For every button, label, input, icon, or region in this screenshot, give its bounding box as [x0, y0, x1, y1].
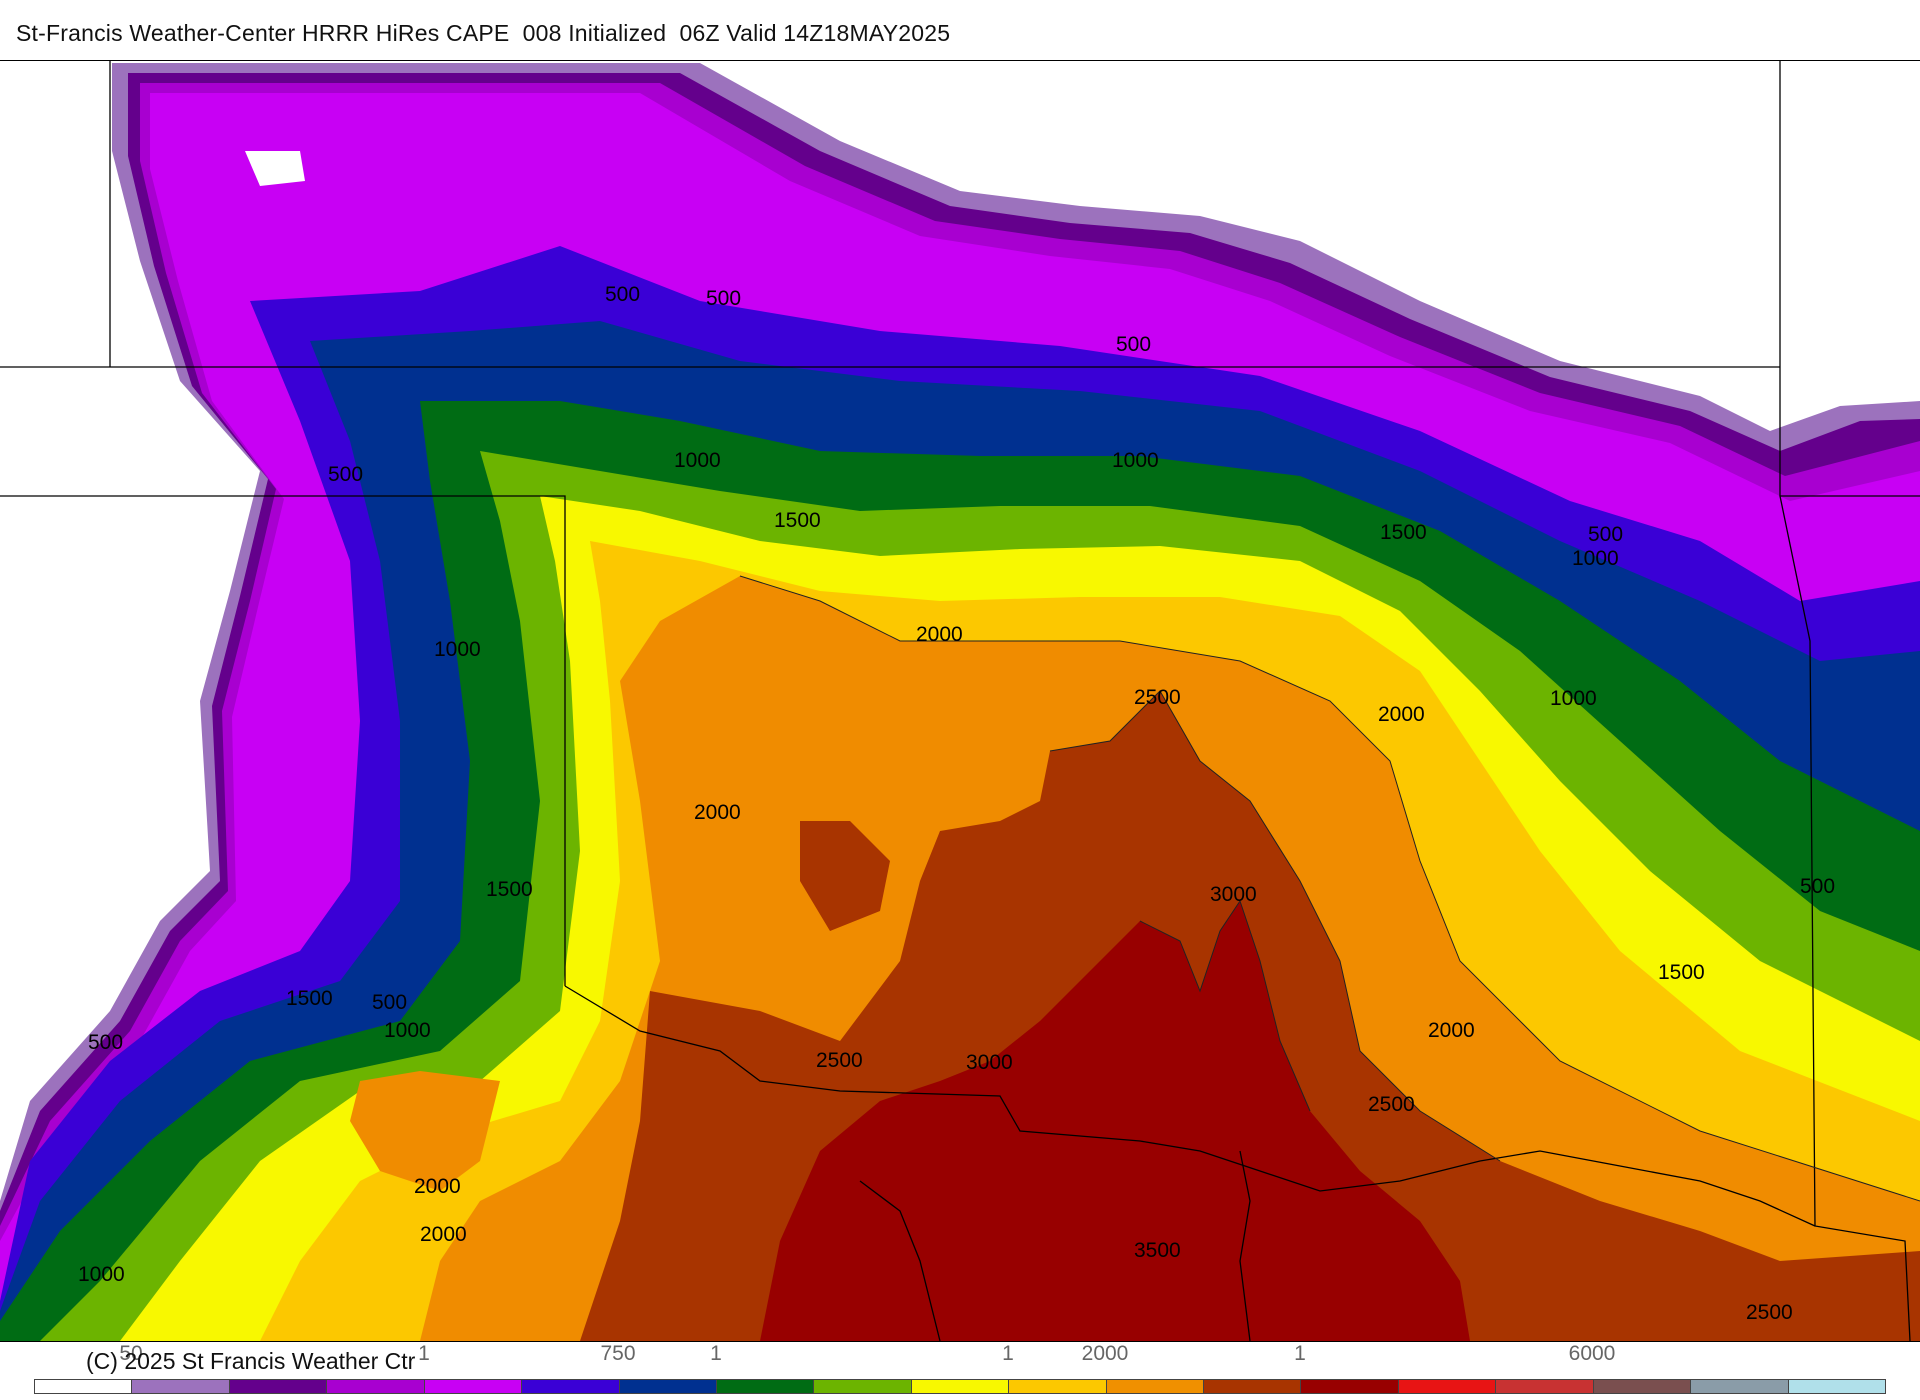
colorbar	[34, 1379, 1886, 1394]
colorbar-swatch	[1398, 1380, 1497, 1393]
contour-label: 2000	[414, 1175, 461, 1198]
cape-band-3000	[760, 901, 1470, 1341]
contour-label: 1500	[486, 878, 533, 901]
legend-tick-label: 750	[600, 1342, 636, 1365]
legend-tick-label: 1	[1294, 1342, 1306, 1365]
contour-label: 500	[328, 463, 363, 486]
cape-pocket-2500-west	[800, 821, 890, 931]
contour-label: 2500	[1368, 1093, 1415, 1116]
contour-label: 2500	[1746, 1301, 1793, 1324]
cape-pocket-2250-southwest	[350, 1071, 500, 1191]
colorbar-swatch	[1788, 1380, 1886, 1393]
legend-ticks: 50 1 750 1 1 2000 1 6000	[0, 1340, 1920, 1365]
contour-lines	[739, 575, 1920, 1202]
colorbar-swatch	[522, 1380, 620, 1393]
contour-label: 1000	[384, 1019, 431, 1042]
colorbar-swatch	[814, 1380, 912, 1393]
contour-label: 1000	[1572, 547, 1619, 570]
contour-label: 1000	[1550, 687, 1597, 710]
cape-map-svg: 500 500 500 500 500 500 500 500 1000 100…	[0, 61, 1920, 1341]
legend-tick-label: 1	[710, 1342, 722, 1365]
colorbar-swatch	[1691, 1380, 1789, 1393]
contour-label: 1500	[1658, 961, 1705, 984]
contour-label: 3000	[1210, 883, 1257, 906]
colorbar-swatch	[1496, 1380, 1594, 1393]
contour-label: 2000	[916, 623, 963, 646]
contour-label: 1000	[1112, 449, 1159, 472]
cape-map: 500 500 500 500 500 500 500 500 1000 100…	[0, 60, 1920, 1342]
contour-label: 500	[1800, 875, 1835, 898]
colorbar-swatch	[35, 1380, 133, 1393]
colorbar-swatch	[1593, 1380, 1692, 1393]
legend-tick-label: 2000	[1081, 1342, 1129, 1365]
colorbar-swatch	[1301, 1380, 1399, 1393]
colorbar-swatch	[132, 1380, 230, 1393]
contour-label: 1500	[286, 987, 333, 1010]
state-boundaries	[0, 61, 1920, 1341]
contour-label: 2000	[420, 1223, 467, 1246]
colorbar-swatch	[327, 1380, 425, 1393]
colorbar-swatch	[716, 1380, 815, 1393]
map-title: St-Francis Weather-Center HRRR HiRes CAP…	[16, 20, 951, 46]
legend-tick-label: 6000	[1568, 1342, 1616, 1365]
colorbar-swatch	[1106, 1380, 1205, 1393]
colorbar-swatch	[1009, 1380, 1107, 1393]
contour-label: 3500	[1134, 1239, 1181, 1262]
legend-tick-label: 50	[119, 1342, 143, 1365]
contour-label: 2500	[1134, 686, 1181, 709]
colorbar-swatch	[911, 1380, 1010, 1393]
copyright-notice: (C) 2025 St Francis Weather Ctr	[86, 1348, 416, 1374]
contour-label: 1000	[78, 1263, 125, 1286]
contour-label: 1500	[774, 509, 821, 532]
legend-tick-label: 1	[418, 1342, 430, 1365]
colorbar-swatch	[229, 1380, 328, 1393]
contour-label: 500	[706, 287, 741, 310]
contour-label: 2000	[694, 801, 741, 824]
legend-tick-label: 1	[1002, 1342, 1014, 1365]
contour-label: 1000	[674, 449, 721, 472]
contour-label: 500	[1116, 333, 1151, 356]
colorbar-swatch	[1204, 1380, 1302, 1393]
colorbar-swatch	[619, 1380, 717, 1393]
contour-label: 1000	[434, 638, 481, 661]
contour-labels: 500 500 500 500 500 500 500 500 1000 100…	[78, 283, 1835, 1324]
contour-label: 500	[372, 991, 407, 1014]
contour-label: 2500	[816, 1049, 863, 1072]
contour-label: 500	[88, 1031, 123, 1054]
contour-label: 2000	[1428, 1019, 1475, 1042]
cape-pocket-white-northwest	[245, 151, 305, 186]
colorbar-swatch	[424, 1380, 523, 1393]
contour-label: 1500	[1380, 521, 1427, 544]
contour-label: 2000	[1378, 703, 1425, 726]
contour-label: 3000	[966, 1051, 1013, 1074]
contour-label: 500	[1588, 523, 1623, 546]
contour-label: 500	[605, 283, 640, 306]
